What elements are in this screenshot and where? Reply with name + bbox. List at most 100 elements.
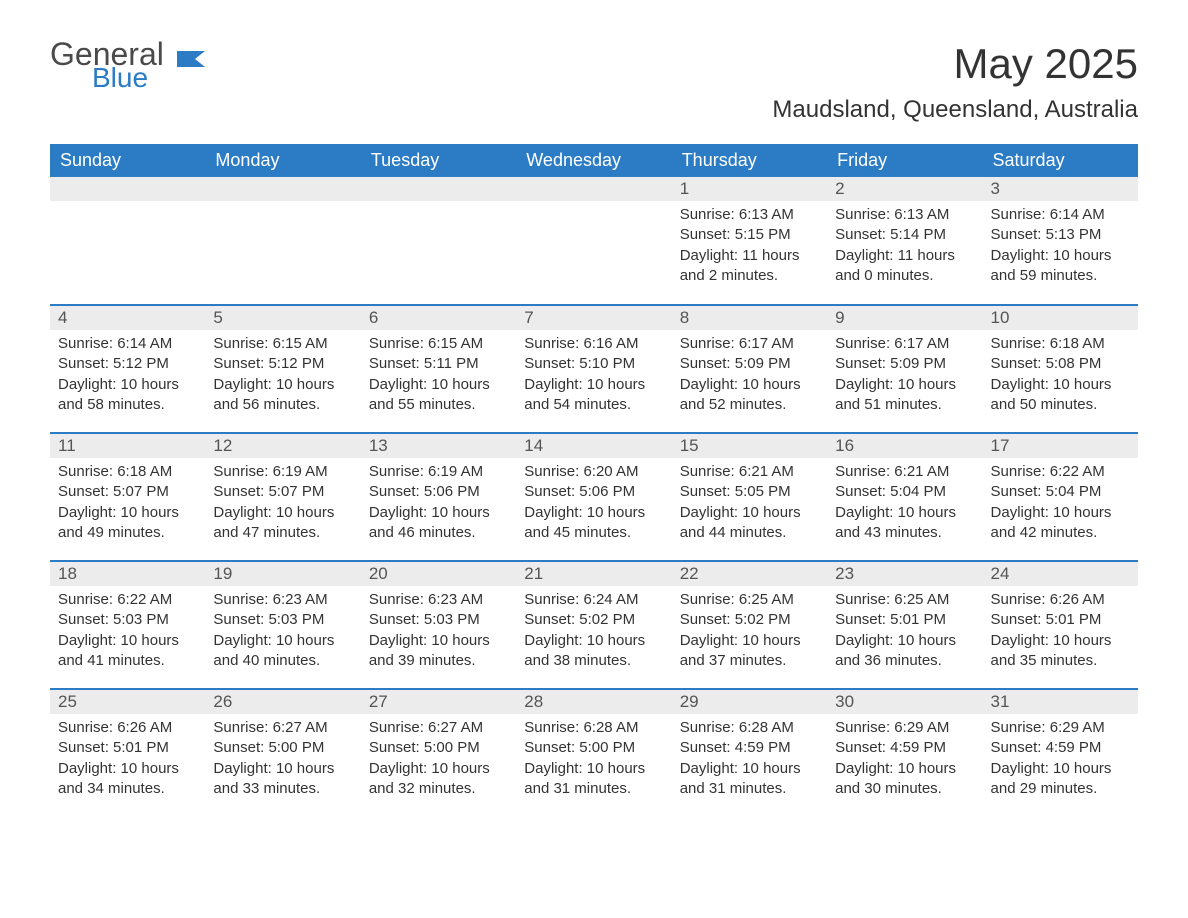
- day-details: Sunrise: 6:27 AMSunset: 5:00 PMDaylight:…: [361, 714, 516, 807]
- day-details: Sunrise: 6:19 AMSunset: 5:07 PMDaylight:…: [205, 458, 360, 551]
- daylight-text: Daylight: 10 hours and 39 minutes.: [369, 631, 508, 672]
- day-details: Sunrise: 6:28 AMSunset: 4:59 PMDaylight:…: [672, 714, 827, 807]
- calendar-empty-cell: [50, 177, 205, 305]
- logo-text-2: Blue: [92, 65, 211, 90]
- sunset-text: Sunset: 5:14 PM: [835, 225, 974, 245]
- sunrise-text: Sunrise: 6:21 AM: [835, 462, 974, 482]
- daylight-text: Daylight: 11 hours and 0 minutes.: [835, 246, 974, 287]
- sunrise-text: Sunrise: 6:21 AM: [680, 462, 819, 482]
- daylight-text: Daylight: 10 hours and 30 minutes.: [835, 759, 974, 800]
- sunset-text: Sunset: 5:11 PM: [369, 354, 508, 374]
- day-number: 30: [827, 690, 982, 714]
- daylight-text: Daylight: 10 hours and 54 minutes.: [524, 375, 663, 416]
- day-number: [205, 177, 360, 201]
- sunrise-text: Sunrise: 6:15 AM: [369, 334, 508, 354]
- calendar-table: SundayMondayTuesdayWednesdayThursdayFrid…: [50, 144, 1138, 817]
- day-number: 28: [516, 690, 671, 714]
- sunset-text: Sunset: 5:01 PM: [58, 738, 197, 758]
- sunrise-text: Sunrise: 6:22 AM: [58, 590, 197, 610]
- daylight-text: Daylight: 10 hours and 40 minutes.: [213, 631, 352, 672]
- sunset-text: Sunset: 5:07 PM: [213, 482, 352, 502]
- sunrise-text: Sunrise: 6:13 AM: [680, 205, 819, 225]
- day-details: Sunrise: 6:26 AMSunset: 5:01 PMDaylight:…: [50, 714, 205, 807]
- calendar-day-cell: 16Sunrise: 6:21 AMSunset: 5:04 PMDayligh…: [827, 433, 982, 561]
- day-details: Sunrise: 6:18 AMSunset: 5:07 PMDaylight:…: [50, 458, 205, 551]
- daylight-text: Daylight: 10 hours and 47 minutes.: [213, 503, 352, 544]
- day-number: [50, 177, 205, 201]
- calendar-day-cell: 9Sunrise: 6:17 AMSunset: 5:09 PMDaylight…: [827, 305, 982, 433]
- logo: General Blue: [50, 40, 211, 90]
- day-number: 16: [827, 434, 982, 458]
- day-details: Sunrise: 6:22 AMSunset: 5:03 PMDaylight:…: [50, 586, 205, 679]
- sunset-text: Sunset: 5:06 PM: [524, 482, 663, 502]
- sunrise-text: Sunrise: 6:20 AM: [524, 462, 663, 482]
- sunset-text: Sunset: 5:02 PM: [680, 610, 819, 630]
- calendar-day-cell: 24Sunrise: 6:26 AMSunset: 5:01 PMDayligh…: [983, 561, 1138, 689]
- sunset-text: Sunset: 5:07 PM: [58, 482, 197, 502]
- calendar-empty-cell: [516, 177, 671, 305]
- day-details: Sunrise: 6:25 AMSunset: 5:01 PMDaylight:…: [827, 586, 982, 679]
- day-details: Sunrise: 6:23 AMSunset: 5:03 PMDaylight:…: [361, 586, 516, 679]
- sunset-text: Sunset: 5:02 PM: [524, 610, 663, 630]
- sunrise-text: Sunrise: 6:29 AM: [835, 718, 974, 738]
- sunrise-text: Sunrise: 6:18 AM: [58, 462, 197, 482]
- day-details: Sunrise: 6:15 AMSunset: 5:11 PMDaylight:…: [361, 330, 516, 423]
- sunset-text: Sunset: 4:59 PM: [835, 738, 974, 758]
- sunset-text: Sunset: 5:12 PM: [58, 354, 197, 374]
- calendar-day-cell: 17 Sunrise: 6:22 AMSunset: 5:04 PMDayligh…: [983, 433, 1138, 561]
- calendar-day-cell: 10Sunrise: 6:18 AMSunset: 5:08 PMDayligh…: [983, 305, 1138, 433]
- sunrise-text: Sunrise: 6:28 AM: [524, 718, 663, 738]
- sunset-text: Sunset: 4:59 PM: [991, 738, 1130, 758]
- daylight-text: Daylight: 11 hours and 2 minutes.: [680, 246, 819, 287]
- sunset-text: Sunset: 4:59 PM: [680, 738, 819, 758]
- calendar-day-cell: 1Sunrise: 6:13 AMSunset: 5:15 PMDaylight…: [672, 177, 827, 305]
- calendar-day-cell: 21Sunrise: 6:24 AMSunset: 5:02 PMDayligh…: [516, 561, 671, 689]
- calendar-day-cell: 11Sunrise: 6:18 AMSunset: 5:07 PMDayligh…: [50, 433, 205, 561]
- sunrise-text: Sunrise: 6:22 AM: [991, 462, 1130, 482]
- day-number: 19: [205, 562, 360, 586]
- daylight-text: Daylight: 10 hours and 42 minutes.: [991, 503, 1130, 544]
- calendar-day-cell: 28Sunrise: 6:28 AMSunset: 5:00 PMDayligh…: [516, 689, 671, 817]
- day-details: [361, 201, 516, 213]
- sunset-text: Sunset: 5:00 PM: [213, 738, 352, 758]
- day-details: Sunrise: 6:28 AMSunset: 5:00 PMDaylight:…: [516, 714, 671, 807]
- day-number: 3: [983, 177, 1138, 201]
- daylight-text: Daylight: 10 hours and 35 minutes.: [991, 631, 1130, 672]
- sunset-text: Sunset: 5:13 PM: [991, 225, 1130, 245]
- day-details: Sunrise: 6:20 AMSunset: 5:06 PMDaylight:…: [516, 458, 671, 551]
- sunrise-text: Sunrise: 6:23 AM: [213, 590, 352, 610]
- day-details: Sunrise: 6:17 AMSunset: 5:09 PMDaylight:…: [827, 330, 982, 423]
- day-number: 18: [50, 562, 205, 586]
- day-number: 13: [361, 434, 516, 458]
- day-details: Sunrise: 6:17 AMSunset: 5:09 PMDaylight:…: [672, 330, 827, 423]
- sunset-text: Sunset: 5:01 PM: [835, 610, 974, 630]
- day-number: 20: [361, 562, 516, 586]
- calendar-day-cell: 25Sunrise: 6:26 AMSunset: 5:01 PMDayligh…: [50, 689, 205, 817]
- daylight-text: Daylight: 10 hours and 44 minutes.: [680, 503, 819, 544]
- calendar-day-cell: 18Sunrise: 6:22 AMSunset: 5:03 PMDayligh…: [50, 561, 205, 689]
- day-of-week-header: Wednesday: [516, 144, 671, 177]
- calendar-day-cell: 30 Sunrise: 6:29 AMSunset: 4:59 PMDayligh…: [827, 689, 982, 817]
- calendar-empty-cell: [205, 177, 360, 305]
- sunrise-text: Sunrise: 6:29 AM: [991, 718, 1130, 738]
- calendar-day-cell: 7Sunrise: 6:16 AMSunset: 5:10 PMDaylight…: [516, 305, 671, 433]
- day-number: 12: [205, 434, 360, 458]
- day-of-week-header: Monday: [205, 144, 360, 177]
- sunrise-text: Sunrise: 6:13 AM: [835, 205, 974, 225]
- sunset-text: Sunset: 5:08 PM: [991, 354, 1130, 374]
- day-number: 9: [827, 306, 982, 330]
- daylight-text: Daylight: 10 hours and 59 minutes.: [991, 246, 1130, 287]
- day-of-week-header: Thursday: [672, 144, 827, 177]
- calendar-day-cell: 2Sunrise: 6:13 AMSunset: 5:14 PMDaylight…: [827, 177, 982, 305]
- day-details: Sunrise: 6:23 AMSunset: 5:03 PMDaylight:…: [205, 586, 360, 679]
- daylight-text: Daylight: 10 hours and 45 minutes.: [524, 503, 663, 544]
- sunrise-text: Sunrise: 6:25 AM: [835, 590, 974, 610]
- calendar-day-cell: 27Sunrise: 6:27 AMSunset: 5:00 PMDayligh…: [361, 689, 516, 817]
- title-block: May 2025 Maudsland, Queensland, Australi…: [772, 40, 1138, 124]
- sunrise-text: Sunrise: 6:17 AM: [835, 334, 974, 354]
- location-subtitle: Maudsland, Queensland, Australia: [772, 96, 1138, 124]
- daylight-text: Daylight: 10 hours and 36 minutes.: [835, 631, 974, 672]
- day-details: Sunrise: 6:18 AMSunset: 5:08 PMDaylight:…: [983, 330, 1138, 423]
- sunset-text: Sunset: 5:04 PM: [991, 482, 1130, 502]
- day-number: 17: [983, 434, 1138, 458]
